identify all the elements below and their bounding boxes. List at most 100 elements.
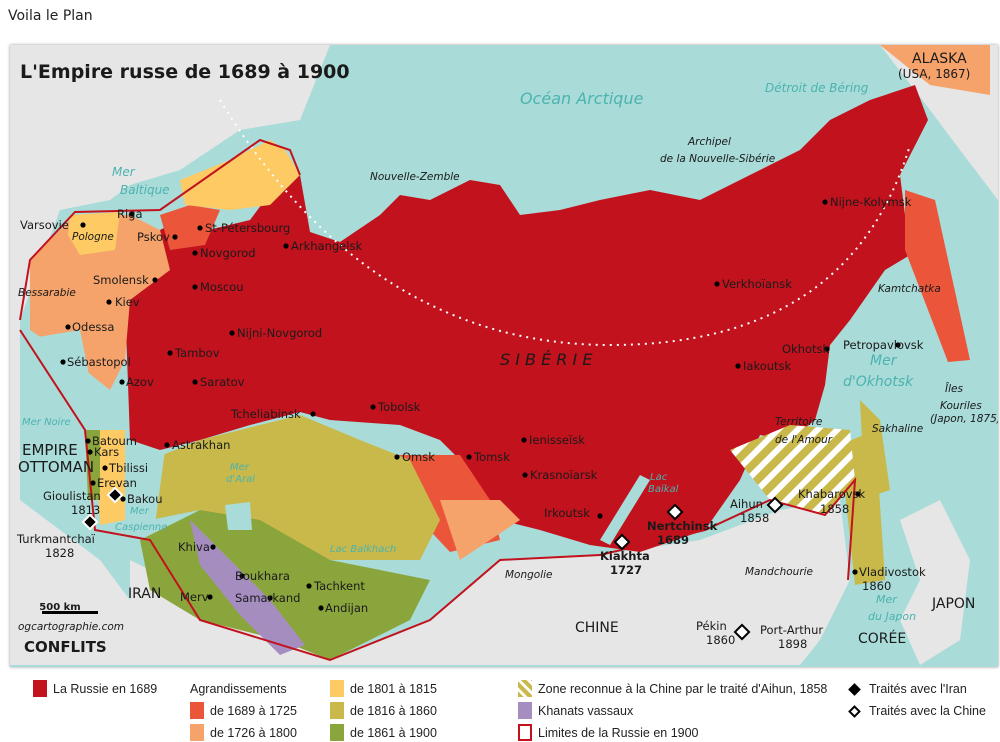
city-dot (192, 250, 198, 256)
region-label: Kouriles (940, 400, 982, 412)
region-1801-1815-caucasus (95, 430, 125, 525)
city-label: Azov (126, 375, 154, 389)
city-dot (167, 350, 173, 356)
city-dot (239, 573, 245, 579)
sea-label: Lac (650, 472, 668, 483)
region-label: Mongolie (505, 569, 553, 581)
legend-aihun-zone: Zone reconnue à la Chine par le traité d… (518, 680, 827, 697)
city-label: Pskov (137, 230, 170, 244)
city-label: Varsovie (20, 218, 69, 232)
country-label: ALASKA (912, 51, 967, 67)
sea-label: Lac Balkhach (330, 544, 396, 555)
region-label: de l'Amour (775, 434, 833, 446)
swatch (518, 702, 532, 719)
legend-label: de 1726 à 1800 (210, 725, 297, 740)
legend-1816-1860: de 1816 à 1860 (330, 702, 437, 719)
city-dot (522, 472, 528, 478)
city-dot (192, 379, 198, 385)
city-dot (895, 342, 901, 348)
swatch (330, 680, 344, 697)
city-label: Odessa (72, 320, 114, 334)
city-dot (85, 438, 91, 444)
city-dot (852, 569, 858, 575)
treaty-year: 1727 (610, 563, 642, 577)
region-1861-1900-caucasus (85, 430, 100, 500)
conflits-logo: CONFLITS (24, 638, 107, 656)
border-1900-south (19, 329, 857, 662)
city-dot (714, 281, 720, 287)
diamond-outline-icon (848, 704, 861, 718)
region-label: Sakhaline (872, 423, 923, 435)
treaty-china-icon (766, 496, 784, 514)
city-dot (172, 234, 178, 240)
treaty-name: Gioulistan (43, 489, 101, 503)
land-japan (900, 500, 970, 665)
treaty-name: Kiakhta (600, 549, 650, 563)
city-dot (318, 605, 324, 611)
treaty-name: Aihun (730, 497, 763, 511)
city-label: Smolensk (93, 273, 149, 287)
page-heading: Voila le Plan (8, 8, 93, 24)
region-label: de la Nouvelle-Sibérie (660, 153, 775, 165)
legend-1801-1815: de 1801 à 1815 (330, 680, 437, 697)
city-dot (102, 465, 108, 471)
city-dot (87, 449, 93, 455)
city-label: Irkoutsk (544, 506, 590, 520)
map-title: L'Empire russe de 1689 à 1900 (20, 61, 350, 83)
russian-empire-map: L'Empire russe de 1689 à 1900 Varsovie Rig… (10, 45, 998, 667)
legend-russia-1689: La Russie en 1689 (33, 680, 157, 697)
year-label: 1858 (820, 502, 849, 516)
city-dot (197, 225, 203, 231)
region-1801-1815-finland (180, 140, 300, 210)
city-label: Erevan (97, 476, 137, 490)
sea-label: Mer (130, 506, 150, 517)
city-label: Tbilissi (108, 461, 148, 475)
treaty-year: 1860 (706, 633, 735, 647)
city-label: Petropavlovsk (843, 338, 924, 352)
city-dot (394, 454, 400, 460)
legend-limits-1900: Limites de la Russie en 1900 (518, 724, 699, 741)
scale-label: 500 km (39, 602, 80, 613)
region-label: (Japon, 1875) (930, 413, 998, 425)
legend-label: Agrandissements (190, 682, 287, 696)
treaty-china-icon (613, 533, 631, 551)
city-label: Novgorod (200, 246, 256, 260)
border-1900-west (19, 138, 301, 321)
region-label: Bessarabie (18, 287, 76, 299)
city-dot (466, 454, 472, 460)
city-label: Omsk (402, 450, 435, 464)
country-label: OTTOMAN (18, 458, 94, 476)
city-label: Bakou (127, 492, 163, 506)
city-label: Tcheliabinsk (230, 407, 301, 421)
region-label: Kamtchatka (878, 283, 941, 295)
year-label: 1898 (778, 637, 807, 651)
city-label: Tobolsk (377, 400, 421, 414)
legend-1689-1725: de 1689 à 1725 (190, 702, 297, 719)
swatch (518, 680, 532, 697)
city-label: Nijne-Kolymsk (830, 195, 912, 209)
legend-1726-1800: de 1726 à 1800 (190, 724, 297, 741)
region-label: Nouvelle-Zemble (370, 171, 460, 183)
treaty-year: 1813 (71, 503, 100, 517)
country-label: JAPON (931, 596, 975, 612)
city-label: Saratov (200, 375, 245, 389)
treaty-name: Nertchinsk (647, 519, 718, 533)
legend-label: Traités avec la Chine (869, 704, 986, 718)
sea-label: d'Aral (226, 474, 255, 485)
legend-label: Traités avec l'Iran (869, 682, 967, 696)
sea-label: Mer (876, 593, 898, 606)
treaty-china-icon (666, 503, 684, 521)
country-label: (USA, 1867) (898, 67, 970, 81)
city-dot (164, 442, 170, 448)
sea-label: Caspienne (115, 522, 167, 533)
sea-label: du Japon (868, 610, 916, 623)
city-label: Port-Arthur (760, 623, 823, 637)
city-dot (283, 243, 289, 249)
city-label: Tachkent (313, 579, 365, 593)
legend-khanats: Khanats vassaux (518, 702, 633, 719)
city-label: Kars (94, 445, 119, 459)
sea-label: Mer (230, 462, 250, 473)
region-label: Pologne (72, 231, 114, 243)
treaty-china-icon (733, 623, 751, 641)
treaty-iran-icon (81, 513, 99, 531)
